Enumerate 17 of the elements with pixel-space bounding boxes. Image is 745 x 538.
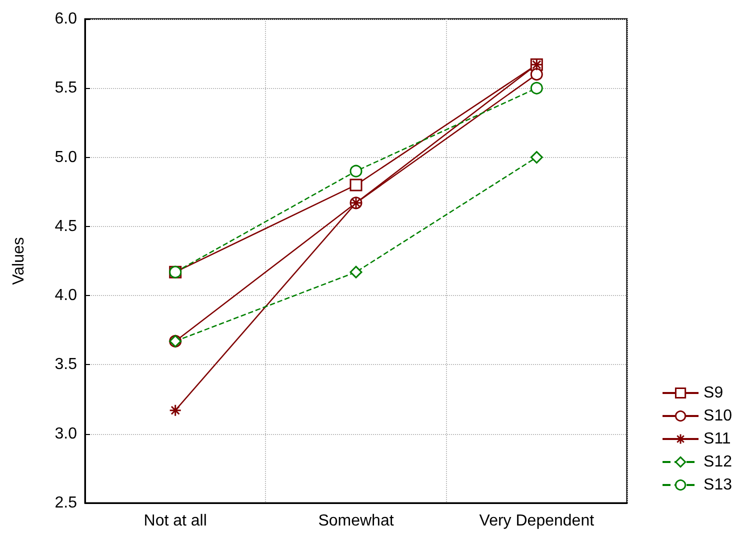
legend-label: S9 — [704, 384, 724, 402]
y-tick-label: 6.0 — [54, 10, 78, 28]
y-tick-label: 4.0 — [54, 287, 78, 304]
y-axis-title: Values — [10, 237, 28, 285]
legend-label: S13 — [704, 476, 732, 494]
y-tick-label: 5.0 — [54, 148, 78, 166]
legend-label: S10 — [704, 408, 732, 424]
x-tick-label: Somewhat — [318, 512, 394, 530]
y-tick-label: 3.0 — [54, 425, 78, 442]
x-tick-label: Very Dependent — [479, 512, 595, 530]
x-tick-label: Not at all — [144, 512, 207, 530]
legend-label: S11 — [704, 430, 731, 448]
y-tick-label: 2.5 — [54, 494, 78, 512]
y-tick-label: 5.5 — [54, 80, 78, 97]
y-tick-label: 4.5 — [54, 218, 78, 235]
legend-label: S12 — [704, 454, 732, 470]
y-tick-label: 3.5 — [54, 356, 78, 374]
